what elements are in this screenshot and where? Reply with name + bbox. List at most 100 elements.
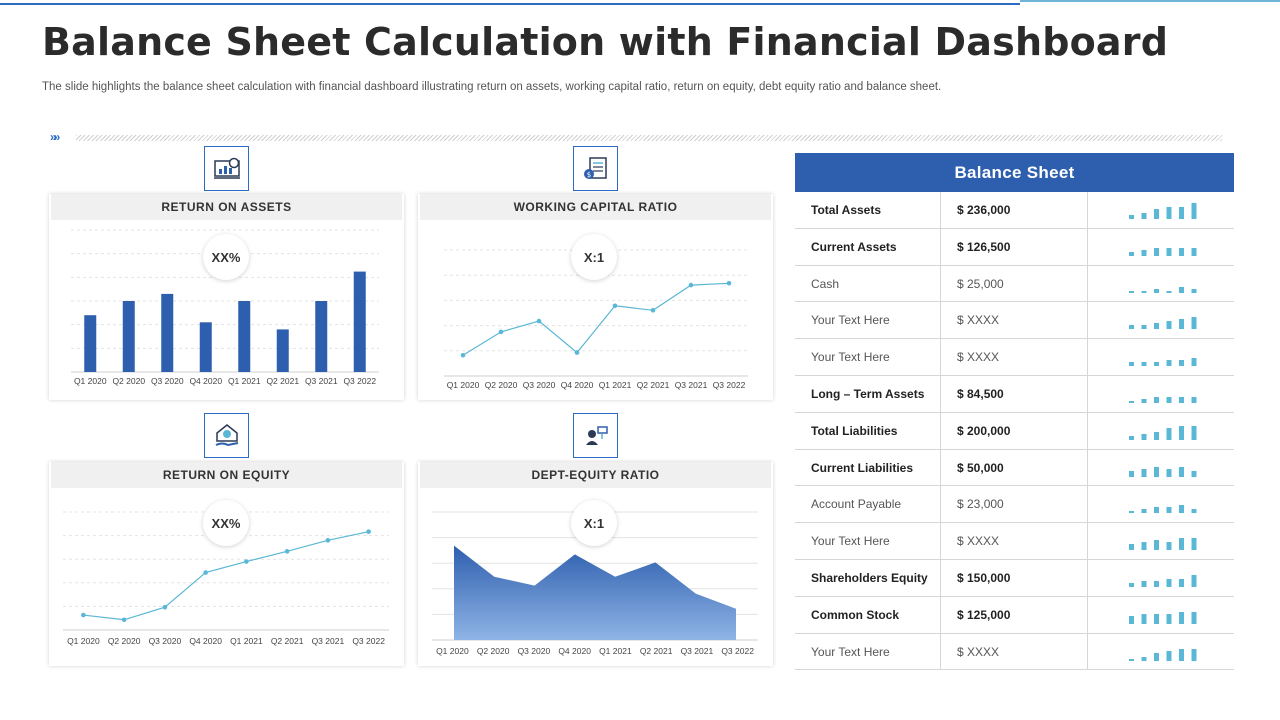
sparkline-bar bbox=[1191, 425, 1197, 440]
balance-sheet-row: Total Liabilities $ 200,000 bbox=[795, 412, 1234, 450]
column-divider bbox=[940, 228, 941, 265]
sparkline-bar bbox=[1191, 203, 1197, 219]
sparkline-bar bbox=[1154, 362, 1159, 367]
x-tick-label: Q2 2021 bbox=[637, 380, 670, 390]
column-divider bbox=[940, 412, 941, 449]
x-tick-label: Q4 2020 bbox=[561, 380, 594, 390]
sparkline-bar bbox=[1179, 207, 1184, 219]
balance-sheet-row: Total Assets $ 236,000 bbox=[795, 192, 1234, 229]
sparkline-bar bbox=[1179, 425, 1184, 440]
x-tick-label: Q1 2020 bbox=[447, 380, 480, 390]
row-value: $ XXXX bbox=[957, 350, 1000, 365]
column-divider bbox=[1087, 633, 1088, 670]
data-point bbox=[612, 303, 618, 309]
row-label: Current Assets bbox=[811, 239, 897, 254]
working-capital-ratio-card: WORKING CAPITAL RATIO Q1 2020 Q2 2020 Q3 2… bbox=[418, 194, 773, 400]
x-tick-label: Q2 2021 bbox=[640, 646, 673, 656]
x-tick-label: Q2 2021 bbox=[271, 636, 304, 646]
data-point bbox=[244, 559, 249, 564]
sparkline-bar bbox=[1141, 362, 1147, 367]
page-subtitle: The slide highlights the balance sheet c… bbox=[42, 81, 942, 93]
sparkline-bar bbox=[1179, 648, 1184, 661]
sparkline-bar bbox=[1129, 470, 1134, 477]
analytics-icon bbox=[204, 146, 249, 191]
sparkline-bar bbox=[1166, 321, 1172, 330]
x-tick-label: Q1 2021 bbox=[228, 376, 261, 386]
x-tick-label: Q3 2022 bbox=[343, 376, 376, 386]
working-capital-ratio-badge: X:1 bbox=[571, 234, 617, 280]
area-series bbox=[454, 545, 736, 640]
sparkline-bar bbox=[1191, 247, 1197, 256]
x-tick-label: Q3 2021 bbox=[305, 376, 338, 386]
balance-sheet-rows: Total Assets $ 236,000 Current Assets $ 126… bbox=[795, 192, 1234, 671]
data-point bbox=[574, 350, 580, 355]
return-on-equity-chart: Q1 2020 Q2 2020 Q3 2020 Q4 2020 Q1 2021 Q2 20… bbox=[63, 511, 389, 646]
sparkline-bar bbox=[1129, 325, 1134, 330]
bar bbox=[276, 329, 289, 372]
sparkline-bar bbox=[1166, 247, 1172, 256]
double-chevron-icon: »» bbox=[50, 130, 61, 144]
working-capital-ratio-title: WORKING CAPITAL RATIO bbox=[420, 194, 771, 220]
column-divider bbox=[1087, 375, 1088, 412]
x-tick-label: Q2 2020 bbox=[477, 646, 510, 656]
x-tick-label: Q3 2020 bbox=[518, 646, 551, 656]
return-on-equity-card: RETURN ON EQUITY Q1 2020 Q2 2020 Q3 2020 Q4… bbox=[49, 462, 404, 666]
sparkline-bar bbox=[1154, 613, 1159, 624]
row-value: $ 50,000 bbox=[957, 460, 1004, 475]
sparkline-bars bbox=[1129, 611, 1197, 624]
row-value: $ 200,000 bbox=[957, 423, 1011, 438]
top-accent-line bbox=[0, 3, 1020, 5]
x-tick-label: Q2 2020 bbox=[112, 376, 145, 386]
sparkline-bar bbox=[1166, 427, 1172, 440]
column-divider bbox=[940, 523, 941, 559]
x-tick-label: Q3 2020 bbox=[149, 636, 182, 646]
sparkline-bar bbox=[1166, 578, 1172, 587]
sparkline-bar bbox=[1179, 505, 1184, 514]
sparkline-bar bbox=[1154, 431, 1159, 440]
sparkline-bars bbox=[1129, 247, 1197, 256]
return-on-assets-badge: XX% bbox=[203, 234, 249, 280]
row-value: $ XXXX bbox=[957, 313, 1000, 328]
row-label: Long – Term Assets bbox=[811, 386, 925, 401]
sparkline-bars bbox=[1129, 425, 1197, 440]
return-on-equity-badge: XX% bbox=[203, 500, 249, 546]
column-divider bbox=[1087, 596, 1088, 633]
x-tick-label: Q1 2021 bbox=[599, 380, 632, 390]
sparkline-bar bbox=[1191, 288, 1197, 293]
x-tick-label: Q3 2022 bbox=[352, 636, 385, 646]
sparkline-bar bbox=[1166, 613, 1172, 624]
sparkline-bar bbox=[1154, 247, 1159, 256]
data-point bbox=[688, 282, 694, 288]
row-label: Total Liabilities bbox=[811, 423, 898, 438]
balance-sheet-row: Your Text Here $ XXXX bbox=[795, 302, 1234, 340]
sparkline-bar bbox=[1154, 288, 1159, 293]
x-tick-label: Q2 2020 bbox=[485, 380, 518, 390]
row-label: Your Text Here bbox=[811, 644, 890, 659]
column-divider bbox=[1087, 412, 1088, 449]
row-value: $ 126,500 bbox=[957, 239, 1011, 254]
balance-sheet-title: Balance Sheet bbox=[795, 153, 1234, 192]
sparkline-bar bbox=[1154, 507, 1159, 514]
sparkline-bar bbox=[1154, 652, 1159, 661]
sparkline-bar bbox=[1141, 213, 1147, 219]
sparkline-bar bbox=[1129, 544, 1134, 551]
sparkline-bar bbox=[1141, 249, 1147, 256]
sparkline-bar bbox=[1129, 658, 1134, 661]
sparkline-bars bbox=[1129, 538, 1197, 551]
dept-equity-ratio-badge: X:1 bbox=[571, 500, 617, 546]
balance-sheet-row: Common Stock $ 125,000 bbox=[795, 596, 1234, 634]
sparkline-bar bbox=[1141, 398, 1147, 403]
working-capital-ratio-chart: Q1 2020 Q2 2020 Q3 2020 Q4 2020 Q1 2021 Q2 20… bbox=[444, 249, 748, 390]
hatched-rule bbox=[76, 135, 1222, 141]
x-tick-label: Q3 2021 bbox=[312, 636, 345, 646]
sparkline-bar bbox=[1191, 611, 1197, 624]
sparkline-bar bbox=[1191, 574, 1197, 587]
page-title: Balance Sheet Calculation with Financial… bbox=[42, 20, 1169, 64]
sparkline-bar bbox=[1141, 509, 1147, 514]
sparkline-bar bbox=[1141, 290, 1147, 293]
data-point bbox=[726, 281, 732, 286]
x-tick-label: Q3 2020 bbox=[523, 380, 556, 390]
row-label: Your Text Here bbox=[811, 313, 890, 328]
sparkline-bar bbox=[1191, 317, 1197, 330]
column-divider bbox=[940, 596, 941, 633]
